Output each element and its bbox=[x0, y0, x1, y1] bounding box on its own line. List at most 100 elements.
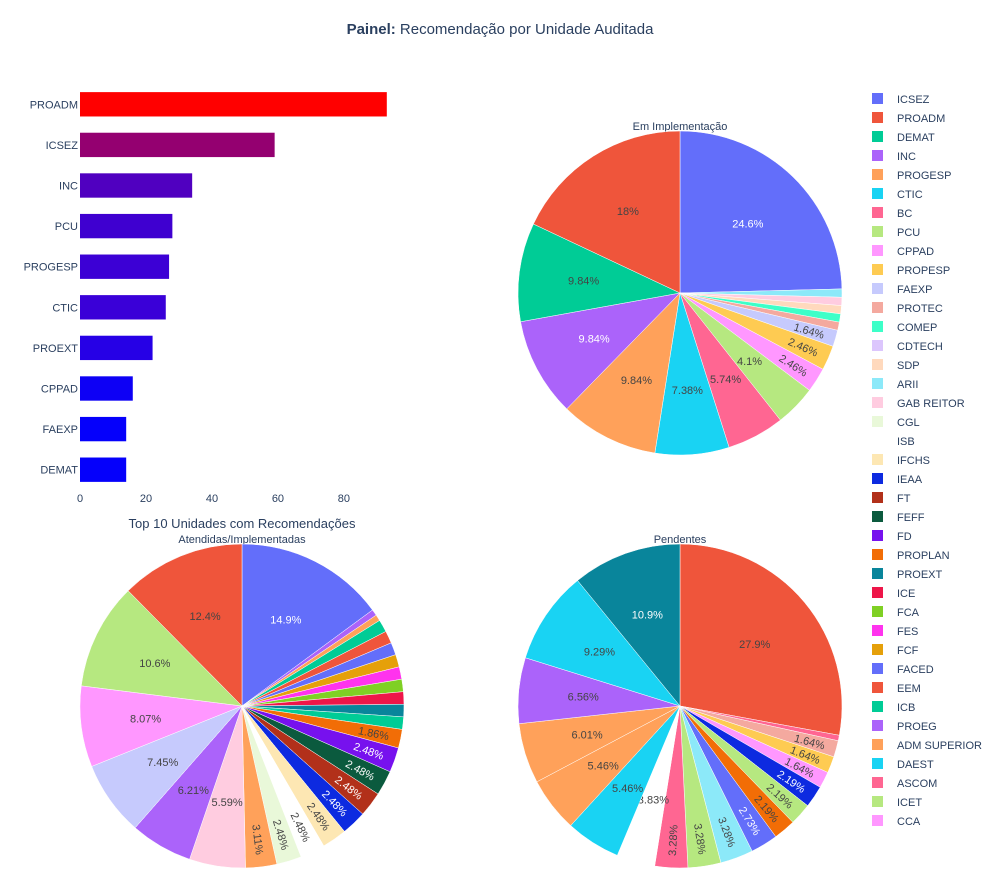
x-tick-label: 80 bbox=[338, 493, 350, 505]
legend-label: FACED bbox=[897, 664, 934, 676]
bar-icsez[interactable] bbox=[80, 132, 275, 158]
legend-item-icb[interactable]: ICB bbox=[872, 701, 915, 714]
legend-swatch bbox=[872, 758, 883, 769]
pie-slice-inc[interactable] bbox=[520, 292, 681, 410]
bar-category-label: CTIC bbox=[52, 302, 78, 314]
legend-item-feff[interactable]: FEFF bbox=[872, 511, 925, 524]
legend-swatch bbox=[872, 188, 883, 199]
legend-item-fca[interactable]: FCA bbox=[872, 606, 920, 619]
legend-item-ifchs[interactable]: IFCHS bbox=[872, 454, 930, 467]
legend-item-ascom[interactable]: ASCOM bbox=[872, 777, 937, 790]
legend-item-icet[interactable]: ICET bbox=[872, 796, 922, 809]
legend-swatch bbox=[872, 473, 883, 484]
legend-item-ice[interactable]: ICE bbox=[872, 587, 915, 600]
legend-item-fes[interactable]: FES bbox=[872, 625, 918, 638]
legend-label: FCA bbox=[897, 607, 920, 619]
legend-item-gab-reitor[interactable]: GAB REITOR bbox=[872, 397, 965, 410]
pie-slice-icsez[interactable] bbox=[241, 543, 373, 707]
bar-inc[interactable] bbox=[80, 173, 193, 198]
pie-slice-proext[interactable] bbox=[577, 543, 681, 707]
legend-label: ICE bbox=[897, 588, 915, 600]
legend-item-faexp[interactable]: FAEXP bbox=[872, 283, 932, 296]
legend-item-cgl[interactable]: CGL bbox=[872, 416, 920, 429]
legend-item-inc[interactable]: INC bbox=[872, 150, 916, 163]
legend-item-proplan[interactable]: PROPLAN bbox=[872, 549, 950, 562]
pie-slice-label: 9.84% bbox=[579, 334, 610, 346]
bar-chart-top10: PROADM ICSEZ INC PCU PROGESP CTIC PROEXT CPPAD F… bbox=[24, 92, 387, 531]
bar-progesp[interactable] bbox=[80, 254, 170, 279]
pie-slice-daest[interactable] bbox=[525, 580, 681, 707]
bar-chart-title: Top 10 Unidades com Recomendações bbox=[129, 516, 356, 531]
legend-label: CCA bbox=[897, 816, 921, 828]
bar-category-label: CPPAD bbox=[41, 384, 78, 396]
pie-slice-proadm[interactable] bbox=[679, 543, 843, 736]
pie-slice-demat[interactable] bbox=[517, 223, 681, 323]
legend-item-isb[interactable]: ISB bbox=[872, 435, 915, 448]
bar-cppad[interactable] bbox=[80, 376, 133, 401]
legend-item-eem[interactable]: EEM bbox=[872, 682, 921, 695]
legend-item-fcf[interactable]: FCF bbox=[872, 644, 919, 657]
bar-ctic[interactable] bbox=[80, 295, 166, 320]
legend-swatch bbox=[872, 283, 883, 294]
legend-item-proext[interactable]: PROEXT bbox=[872, 568, 943, 581]
bar-faexp[interactable] bbox=[80, 416, 127, 442]
legend-item-pcu[interactable]: PCU bbox=[872, 226, 920, 239]
legend-item-cca[interactable]: CCA bbox=[872, 815, 921, 828]
legend-swatch bbox=[872, 568, 883, 579]
pie-slice-label: 5.46% bbox=[612, 783, 643, 795]
legend-label: ASCOM bbox=[897, 778, 937, 790]
legend-item-demat[interactable]: DEMAT bbox=[872, 131, 935, 144]
legend-label: FAEXP bbox=[897, 284, 932, 296]
legend-swatch bbox=[872, 492, 883, 503]
pie-slice-proadm[interactable] bbox=[127, 543, 243, 707]
legend-label: BC bbox=[897, 208, 912, 220]
bar-demat[interactable] bbox=[80, 457, 127, 482]
legend-item-ieaa[interactable]: IEAA bbox=[872, 473, 923, 486]
legend-item-ft[interactable]: FT bbox=[872, 492, 911, 505]
bar-proadm[interactable] bbox=[80, 92, 387, 117]
legend-swatch bbox=[872, 777, 883, 788]
bar-pcu[interactable] bbox=[80, 213, 173, 239]
legend-item-adm-superior[interactable]: ADM SUPERIOR bbox=[872, 739, 982, 752]
legend-swatch bbox=[872, 264, 883, 275]
pie-slice-label: 7.38% bbox=[672, 385, 703, 397]
legend-swatch bbox=[872, 207, 883, 218]
legend-item-progesp[interactable]: PROGESP bbox=[872, 169, 951, 182]
legend-label: COMEP bbox=[897, 322, 937, 334]
legend-label: IEAA bbox=[897, 474, 923, 486]
legend-label: ICB bbox=[897, 702, 915, 714]
legend-item-icsez[interactable]: ICSEZ bbox=[872, 93, 930, 106]
pie-slice-pcu[interactable] bbox=[80, 590, 243, 707]
legend-label: IFCHS bbox=[897, 455, 930, 467]
legend-label: GAB REITOR bbox=[897, 398, 965, 410]
legend-item-arii[interactable]: ARII bbox=[872, 378, 918, 391]
legend-item-proeg[interactable]: PROEG bbox=[872, 720, 937, 733]
legend-swatch bbox=[872, 511, 883, 522]
legend-item-bc[interactable]: BC bbox=[872, 207, 912, 220]
legend-item-proadm[interactable]: PROADM bbox=[872, 112, 945, 125]
pie-title: Em Implementação bbox=[633, 121, 728, 133]
pie-slice-progesp[interactable] bbox=[566, 292, 681, 454]
bar-proext[interactable] bbox=[80, 335, 153, 361]
pie-slice-icsez[interactable] bbox=[679, 130, 843, 294]
legend-swatch bbox=[872, 644, 883, 655]
legend-label: EEM bbox=[897, 683, 921, 695]
legend-item-faced[interactable]: FACED bbox=[872, 663, 934, 676]
legend-item-cppad[interactable]: CPPAD bbox=[872, 245, 934, 258]
legend-item-daest[interactable]: DAEST bbox=[872, 758, 934, 771]
legend-label: FD bbox=[897, 531, 912, 543]
legend-item-fd[interactable]: FD bbox=[872, 530, 912, 543]
legend-item-comep[interactable]: COMEP bbox=[872, 321, 937, 334]
legend-item-protec[interactable]: PROTEC bbox=[872, 302, 943, 315]
legend-item-sdp[interactable]: SDP bbox=[872, 359, 920, 372]
legend-label: SDP bbox=[897, 360, 920, 372]
pie-slice-proadm[interactable] bbox=[533, 130, 681, 294]
legend-swatch bbox=[872, 169, 883, 180]
legend-item-cdtech[interactable]: CDTECH bbox=[872, 340, 943, 353]
legend-swatch bbox=[872, 131, 883, 142]
legend-label: CDTECH bbox=[897, 341, 943, 353]
legend-item-propesp[interactable]: PROPESP bbox=[872, 264, 950, 277]
legend-item-ctic[interactable]: CTIC bbox=[872, 188, 923, 201]
bar-category-label: PROGESP bbox=[24, 262, 78, 274]
legend-swatch bbox=[872, 454, 883, 465]
